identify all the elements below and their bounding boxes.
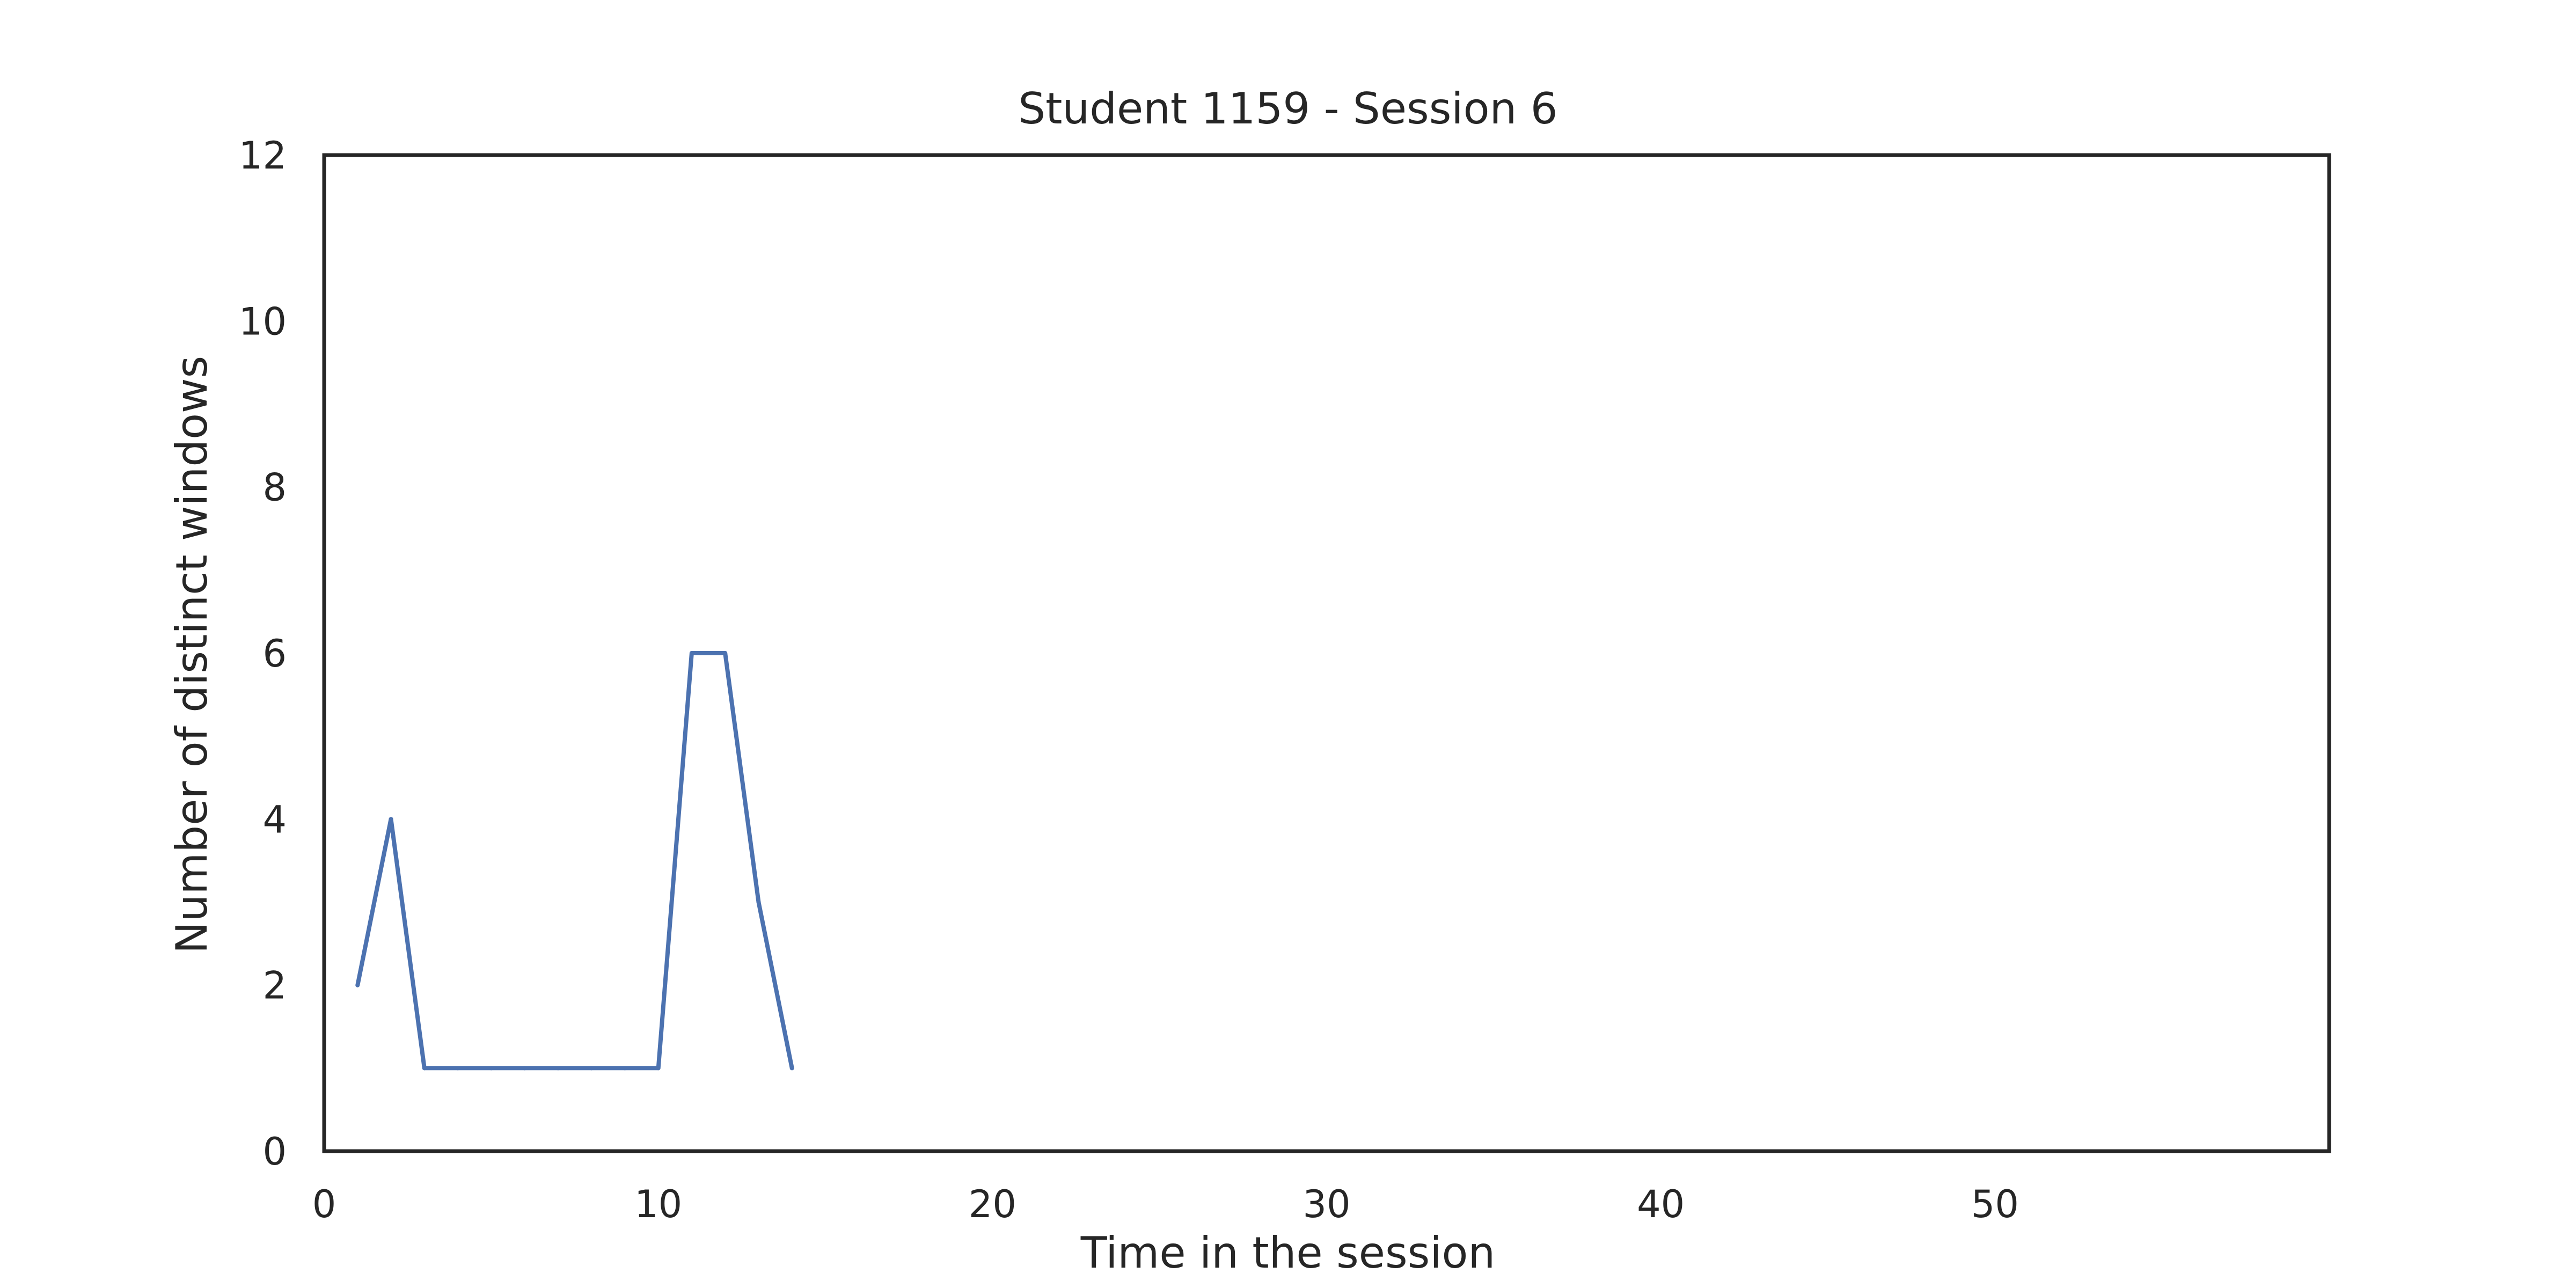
data-point [555, 1066, 560, 1071]
x-tick-label: 10 [634, 1182, 682, 1226]
data-point [489, 1066, 494, 1071]
y-axis-ticks: 0 2 4 6 8 10 12 [239, 134, 287, 1174]
plot-series [355, 651, 794, 1071]
y-tick-label: 2 [262, 964, 287, 1008]
data-point [456, 1066, 460, 1071]
y-tick-label: 0 [262, 1130, 287, 1174]
data-point [355, 983, 360, 987]
data-point [789, 1066, 794, 1071]
x-tick-label: 0 [312, 1182, 336, 1226]
chart-title: Student 1159 - Session 6 [1018, 84, 1557, 134]
plot-frame [322, 153, 2331, 1153]
series-line [355, 651, 794, 1071]
data-point [422, 1066, 427, 1071]
y-tick-label: 6 [262, 632, 287, 676]
x-tick-label: 20 [969, 1182, 1016, 1226]
x-tick-label: 50 [1971, 1182, 2019, 1226]
data-point [689, 651, 694, 655]
data-point [656, 1066, 661, 1071]
data-point [623, 1066, 627, 1071]
data-point [756, 900, 761, 904]
x-axis-ticks: 0 10 20 30 40 50 [312, 1182, 2019, 1226]
y-tick-label: 4 [262, 797, 287, 841]
data-point [589, 1066, 594, 1071]
x-axis-label: Time in the session [1080, 1228, 1495, 1278]
x-tick-label: 40 [1637, 1182, 1685, 1226]
y-axis-label: Number of distinct windows [167, 356, 217, 954]
y-tick-label: 12 [239, 134, 287, 178]
y-tick-label: 10 [239, 299, 287, 343]
data-point [389, 817, 393, 822]
y-tick-label: 8 [262, 466, 287, 510]
data-point [723, 651, 728, 655]
data-point [522, 1066, 527, 1071]
x-tick-label: 30 [1302, 1182, 1350, 1226]
